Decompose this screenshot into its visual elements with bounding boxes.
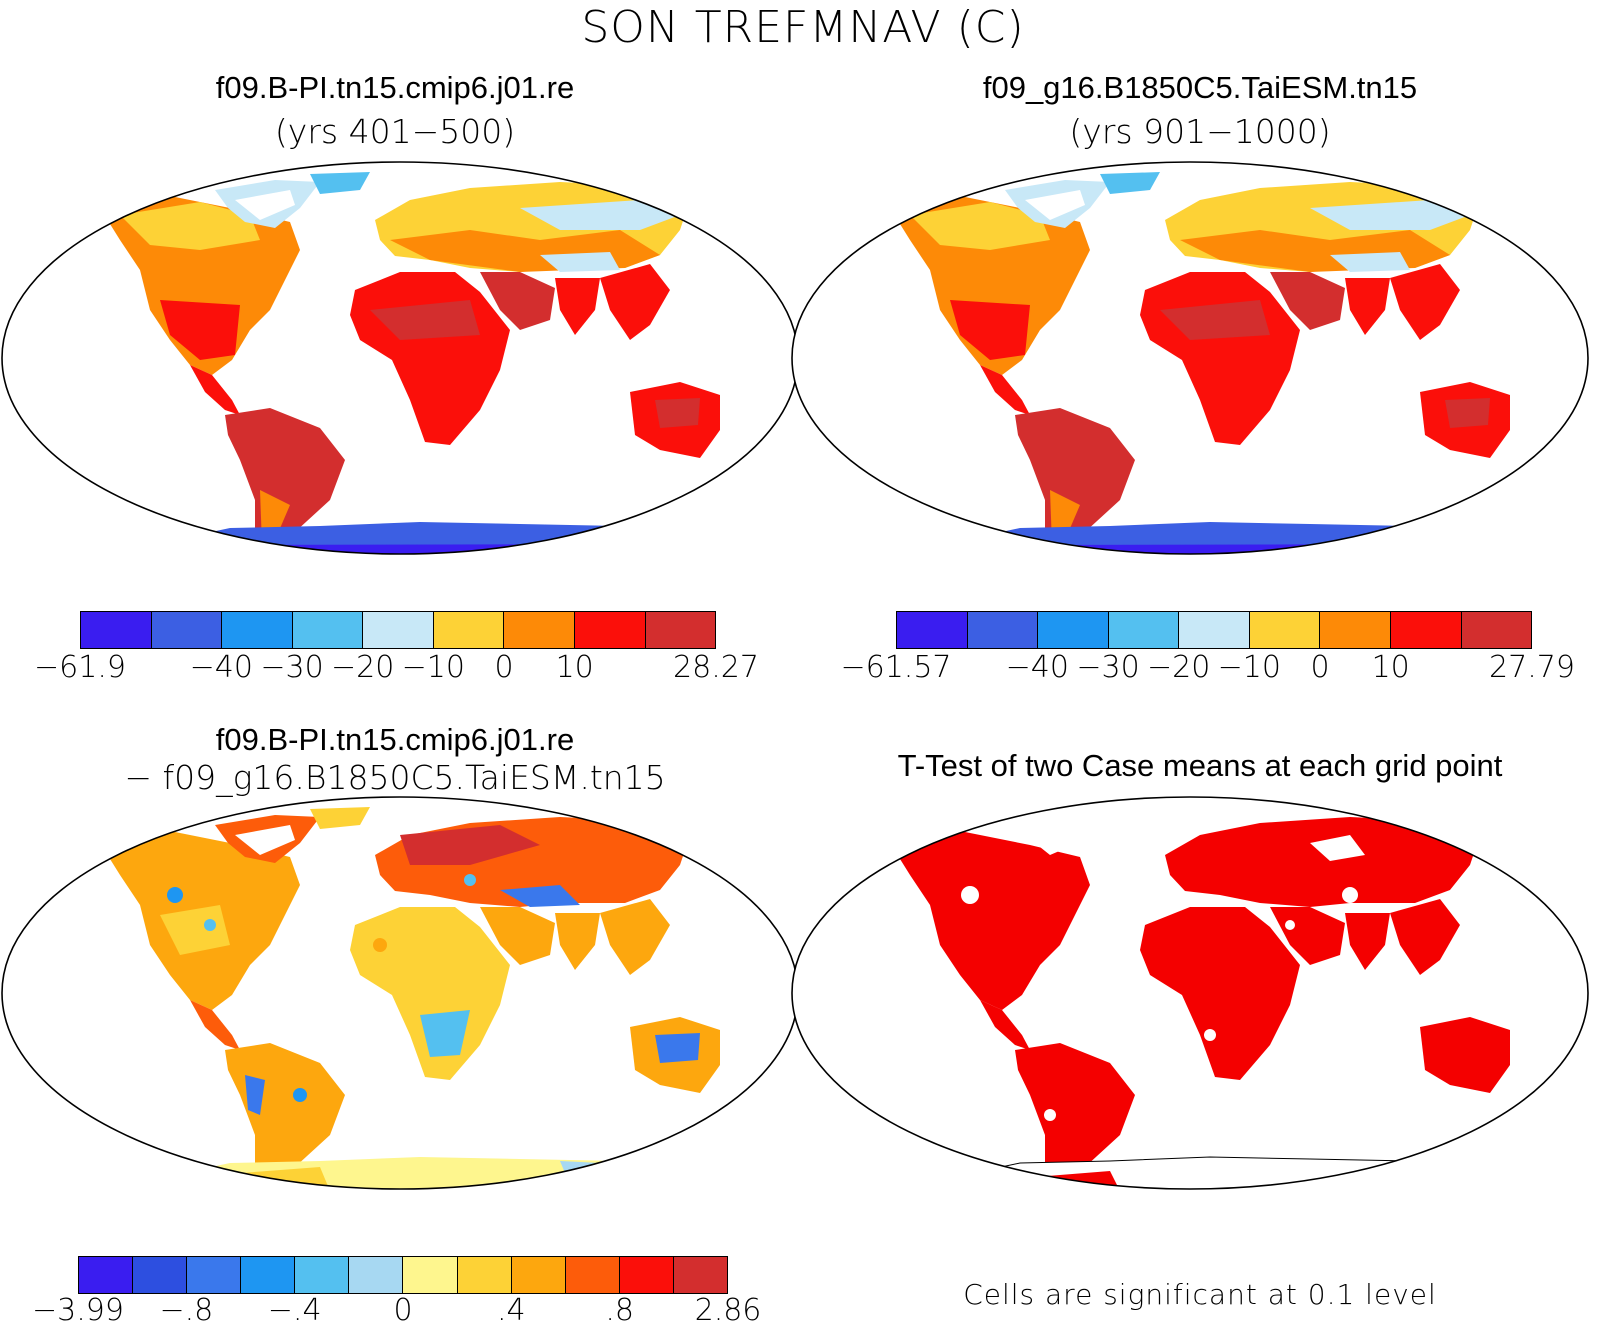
- case2-colorbar-tick-label: 10: [1371, 650, 1410, 685]
- diff-colorbar-box-5: [349, 1257, 404, 1293]
- case1-title: f09.B-PI.tn15.cmip6.j01.re: [215, 70, 575, 105]
- case1-colorbar-ticks: −61.9 −40 −30 −20 −10 0 10 28.27: [34, 650, 759, 690]
- diff-colorbar-box-11: [673, 1257, 727, 1293]
- case2-colorbar-tick-label: −10: [1217, 650, 1281, 685]
- diff-colorbar-tick-label: .8: [605, 1293, 634, 1328]
- diff-colorbar-box-6: [403, 1257, 458, 1293]
- case2-colorbar-tick-label: 0: [1310, 650, 1330, 685]
- case2-colorbar-box-1: [967, 612, 1039, 648]
- case2-colorbar-box-5: [1249, 612, 1321, 648]
- case2-colorbar: [896, 611, 1532, 649]
- case1-colorbar-box-5: [433, 612, 505, 648]
- diff-map: [1, 796, 799, 1190]
- case1-colorbar-tick-label: −20: [331, 650, 395, 685]
- case2-colorbar-box-2: [1038, 612, 1109, 648]
- case1-subtitle: (yrs 401−500): [274, 112, 516, 151]
- case1-colorbar-box-8: [645, 612, 716, 648]
- case1-colorbar-tick-label: 0: [494, 650, 514, 685]
- diff-colorbar-box-8: [511, 1257, 566, 1293]
- case2-colorbar-tick-label: −20: [1147, 650, 1211, 685]
- case1-colorbar-tick-label: −30: [260, 650, 324, 685]
- diff-colorbar-box-0: [79, 1257, 134, 1293]
- case2-colorbar-tick-label: 27.79: [1489, 650, 1575, 685]
- diff-colorbar-ticks: −3.99 −.8 −.4 0 .4 .8 2.86: [32, 1293, 761, 1333]
- diff-colorbar: [78, 1256, 728, 1294]
- case1-colorbar-box-0: [81, 612, 152, 648]
- case2-title: f09_g16.B1850C5.TaiESM.tn15: [982, 70, 1418, 105]
- case2-colorbar-box-3: [1108, 612, 1180, 648]
- case2-colorbar-box-4: [1179, 612, 1250, 648]
- diff-colorbar-tick-label: 2.86: [694, 1293, 762, 1328]
- figure-title: SON TREFMNAV (C): [581, 2, 1025, 53]
- diff-colorbar-tick-label: 0: [393, 1293, 413, 1328]
- case2-colorbar-tick-label: −30: [1076, 650, 1140, 685]
- case1-colorbar-box-2: [222, 612, 293, 648]
- diff-title: f09.B-PI.tn15.cmip6.j01.re: [215, 722, 575, 757]
- diff-colorbar-box-4: [295, 1257, 350, 1293]
- diff-colorbar-box-10: [619, 1257, 674, 1293]
- case2-colorbar-tick-label: −40: [1005, 650, 1069, 685]
- case1-map: [1, 161, 799, 555]
- case2-map: [791, 161, 1589, 555]
- ttest-title: T-Test of two Case means at each grid po…: [897, 748, 1503, 783]
- case2-colorbar-ticks: −61.57 −40 −30 −20 −10 0 10 27.79: [840, 650, 1574, 690]
- case2-colorbar-box-0: [897, 612, 968, 648]
- case2-colorbar-box-8: [1461, 612, 1532, 648]
- diff-colorbar-box-2: [187, 1257, 242, 1293]
- case1-colorbar-tick-label: −61.9: [34, 650, 126, 685]
- diff-colorbar-box-1: [133, 1257, 188, 1293]
- case2-subtitle: (yrs 901−1000): [1069, 112, 1331, 151]
- diff-colorbar-box-9: [565, 1257, 620, 1293]
- case1-colorbar: [80, 611, 716, 649]
- case2-colorbar-tick-label: −61.57: [840, 650, 952, 685]
- case1-colorbar-box-4: [363, 612, 434, 648]
- case1-colorbar-tick-label: −40: [189, 650, 253, 685]
- case1-colorbar-tick-label: 10: [555, 650, 594, 685]
- ttest-significance-note: Cells are significant at 0.1 level: [963, 1278, 1437, 1311]
- case1-colorbar-tick-label: 28.27: [673, 650, 759, 685]
- case1-colorbar-tick-label: −10: [401, 650, 465, 685]
- diff-colorbar-box-3: [241, 1257, 296, 1293]
- diff-colorbar-box-7: [457, 1257, 512, 1293]
- diff-colorbar-tick-label: .4: [497, 1293, 526, 1328]
- diff-colorbar-tick-label: −.4: [267, 1293, 322, 1328]
- case2-colorbar-box-7: [1390, 612, 1462, 648]
- diff-colorbar-tick-label: −3.99: [32, 1293, 124, 1328]
- case1-colorbar-box-7: [574, 612, 646, 648]
- ttest-map: [791, 796, 1589, 1190]
- case1-colorbar-box-6: [504, 612, 575, 648]
- case2-colorbar-box-6: [1320, 612, 1391, 648]
- diff-subtitle: − f09_g16.B1850C5.TaiESM.tn15: [124, 758, 666, 797]
- case1-colorbar-box-1: [151, 612, 223, 648]
- case1-colorbar-box-3: [292, 612, 364, 648]
- diff-colorbar-tick-label: −.8: [159, 1293, 214, 1328]
